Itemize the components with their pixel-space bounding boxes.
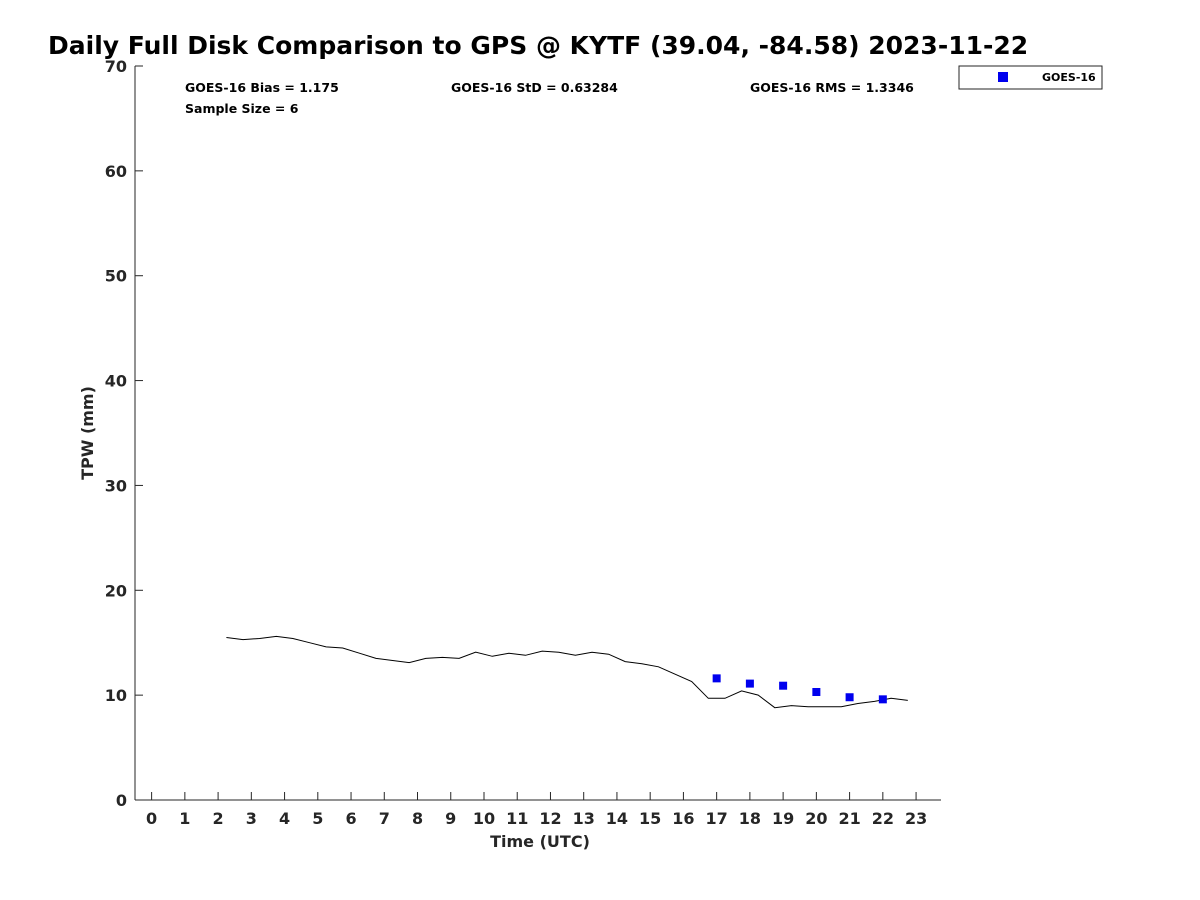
- goes16-point: [712, 674, 721, 683]
- y-tick-label: 10: [105, 686, 127, 705]
- legend-marker-goes16: [998, 72, 1008, 82]
- y-tick-label: 40: [105, 372, 127, 391]
- series-layer: [226, 635, 908, 709]
- x-tick-label: 0: [146, 809, 157, 828]
- x-tick-label: 14: [606, 809, 628, 828]
- x-tick-label: 1: [179, 809, 190, 828]
- stat-bias: GOES-16 Bias = 1.175: [185, 80, 339, 95]
- x-tick-label: 2: [213, 809, 224, 828]
- x-tick-label: 4: [279, 809, 290, 828]
- x-tick-label: 22: [872, 809, 894, 828]
- x-tick-label: 20: [805, 809, 827, 828]
- legend-label-goes16: GOES-16: [1042, 71, 1096, 84]
- x-tick-label: 9: [445, 809, 456, 828]
- x-tick-label: 21: [838, 809, 860, 828]
- y-tick-label: 60: [105, 162, 127, 181]
- x-tick-label: 23: [905, 809, 927, 828]
- x-ticks: 0 1 2 3 4 5 6 7 8 9 10 11 12 13 14 15 16 17 18 19 20 21 22 23: [146, 792, 927, 828]
- legend: GOES-16: [958, 65, 1103, 90]
- x-tick-label: 8: [412, 809, 423, 828]
- stat-sample-size: Sample Size = 6: [185, 101, 299, 116]
- y-axis-label: TPW (mm): [78, 386, 97, 480]
- goes16-point: [845, 693, 854, 702]
- y-tick-label: 70: [105, 57, 127, 76]
- x-tick-label: 6: [345, 809, 356, 828]
- goes16-point: [779, 681, 788, 690]
- chart-title: Daily Full Disk Comparison to GPS @ KYTF…: [48, 31, 1028, 60]
- goes16-point: [878, 695, 887, 704]
- legend-box: [958, 65, 1103, 90]
- stat-std: GOES-16 StD = 0.63284: [451, 80, 618, 95]
- y-tick-label: 20: [105, 581, 127, 600]
- stat-rms: GOES-16 RMS = 1.3346: [750, 80, 914, 95]
- y-tick-label: 0: [116, 791, 127, 810]
- goes16-point: [745, 679, 754, 688]
- x-axis-label: Time (UTC): [490, 832, 590, 851]
- y-tick-label: 50: [105, 267, 127, 286]
- series-line-gps: [226, 635, 908, 709]
- x-tick-label: 16: [672, 809, 694, 828]
- x-tick-label: 3: [246, 809, 257, 828]
- y-ticks: 0 10 20 30 40 50 60 70: [105, 57, 143, 810]
- x-tick-label: 11: [506, 809, 528, 828]
- x-tick-label: 17: [706, 809, 728, 828]
- x-tick-label: 19: [772, 809, 794, 828]
- x-tick-label: 18: [739, 809, 761, 828]
- x-tick-label: 7: [379, 809, 390, 828]
- goes16-point: [812, 687, 821, 696]
- x-tick-label: 5: [312, 809, 323, 828]
- y-tick-label: 30: [105, 476, 127, 495]
- x-tick-label: 13: [573, 809, 595, 828]
- x-tick-label: 10: [473, 809, 495, 828]
- x-tick-label: 12: [539, 809, 561, 828]
- x-tick-label: 15: [639, 809, 661, 828]
